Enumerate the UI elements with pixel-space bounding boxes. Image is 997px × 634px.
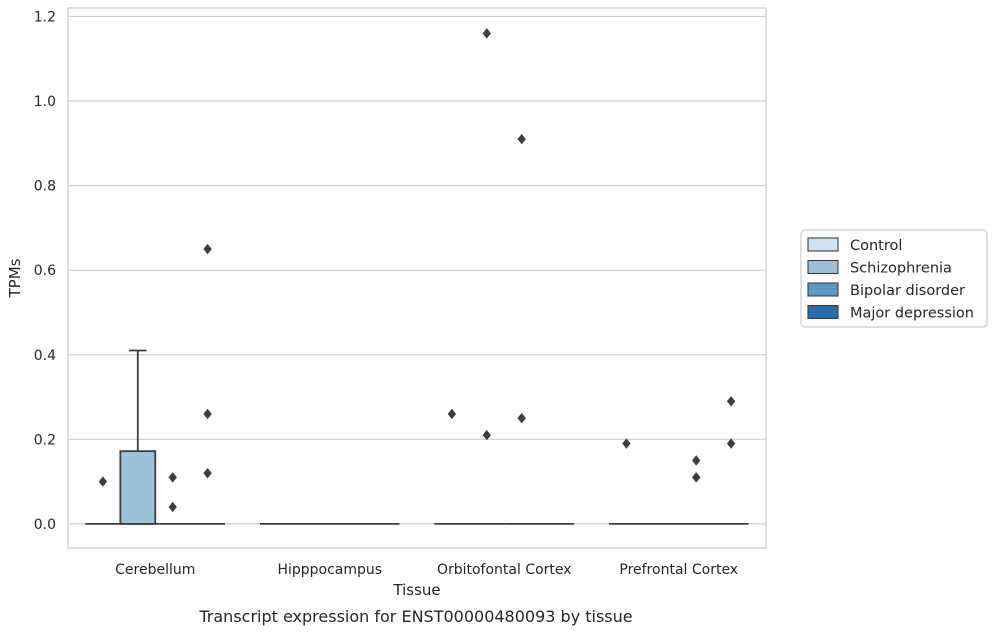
x-tick-label: Cerebellum	[115, 562, 195, 578]
x-tick-label: Hipppocampus	[277, 562, 382, 578]
y-tick-label: 0.2	[34, 432, 56, 448]
legend-label: Major depression	[850, 306, 974, 322]
boxes	[85, 349, 749, 525]
box-0-1	[119, 349, 157, 525]
y-tick-label: 0.6	[34, 263, 56, 279]
outlier-point	[98, 476, 108, 487]
legend-label: Bipolar disorder	[850, 283, 965, 299]
y-axis-label: TPMs	[6, 258, 24, 298]
chart-caption: Transcript expression for ENST0000048009…	[198, 607, 632, 626]
outlier-point	[168, 472, 177, 483]
outlier-point	[517, 133, 526, 145]
legend: Control Schizophrenia Bipolar disorder Majo…	[800, 229, 988, 328]
legend-swatch	[807, 259, 839, 275]
x-axis-ticks: Cerebellum Hipppocampus Orbitofontal Corte…	[115, 562, 738, 578]
legend-label: Schizophrenia	[850, 261, 952, 277]
box	[119, 450, 157, 525]
legend-swatch	[807, 237, 839, 252]
outlier-point	[482, 28, 491, 39]
legend-frame	[800, 229, 988, 328]
legend-swatch	[807, 304, 839, 320]
plot-area	[67, 7, 767, 549]
y-tick-label: 1.2	[34, 9, 56, 25]
outlier-point	[692, 455, 701, 466]
outlier-point	[517, 412, 526, 424]
x-tick-label: Prefrontal Cortex	[619, 562, 738, 578]
outlier-point	[622, 438, 631, 449]
y-axis-ticks: 0.0 0.2 0.4 0.6 0.8 1.0 1.2	[34, 9, 56, 532]
y-tick-label: 0.4	[34, 348, 56, 364]
outlier-point	[692, 472, 701, 483]
outlier-point	[168, 501, 177, 513]
outlier-point	[203, 467, 212, 479]
x-axis-label: Tissue	[392, 581, 440, 599]
outlier-point	[482, 429, 491, 441]
x-tick-label: Orbitofontal Cortex	[437, 562, 572, 578]
outlier-point	[203, 408, 212, 420]
outlier-point	[726, 396, 736, 407]
outlier-point	[726, 438, 736, 449]
outlier-point	[447, 408, 457, 420]
y-tick-label: 0.8	[34, 179, 56, 195]
legend-swatch	[807, 282, 839, 297]
gridlines	[68, 15, 766, 525]
outliers	[98, 28, 736, 513]
y-tick-label: 0.0	[34, 517, 56, 533]
legend-label: Control	[850, 238, 902, 254]
outlier-point	[203, 243, 212, 255]
y-tick-label: 1.0	[34, 94, 56, 110]
